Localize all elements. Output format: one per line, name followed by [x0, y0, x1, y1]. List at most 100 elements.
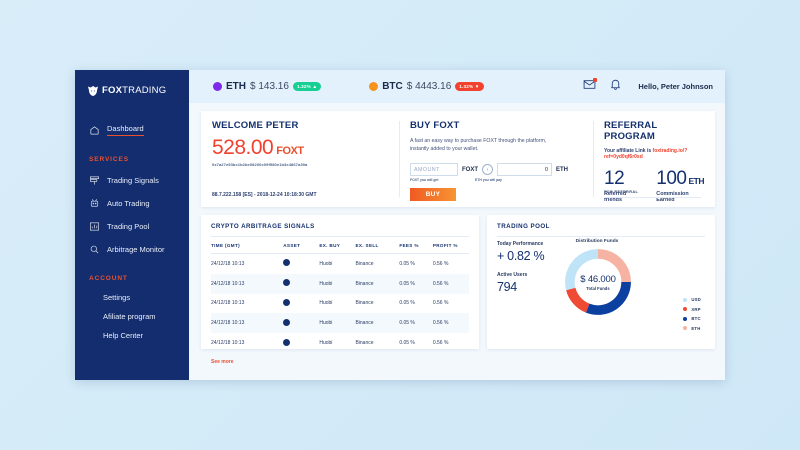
table-row[interactable]: 24/12/18 10:13 Huobi Binance 0.05 % 0.56 % [211, 333, 469, 353]
wallet-address[interactable]: 0x7a27e53bc1b2be08200c09f580e1b3e4867a39… [212, 162, 308, 167]
cell-asset [283, 274, 319, 294]
cell-ex-buy: Huobi [319, 280, 333, 287]
affiliate-link[interactable]: foxtrading.io/?ref=0yd0qf6r0sd [604, 148, 688, 160]
eth-coin-icon [213, 82, 222, 91]
col-ex-buy: EX. BUY [319, 237, 356, 254]
sidebar-section-services: SERVICES [89, 156, 129, 163]
crypto-arbitrage-signals-card: CRYPTO ARBITRAGE SIGNALS TIME (GMT) ASSE… [201, 215, 479, 365]
arrow-up-icon: ▲ [312, 84, 318, 89]
topbar-icons [583, 77, 622, 96]
sidebar-item-settings[interactable]: Settings [103, 293, 131, 302]
session-meta: 88.7.222.158 [ES] - 2018-12-24 10:18:30 … [212, 192, 317, 198]
sidebar-nav: Dashboard SERVICES Trading Signals Auto … [75, 118, 189, 345]
ticker-btc-symbol: BTC [382, 81, 403, 92]
home-icon [89, 125, 100, 136]
hint-eth-pay: ETH you will pay [475, 178, 502, 183]
col-ex-sell: EX. SELL [355, 237, 400, 254]
foxt-balance-unit: FOXT [276, 145, 304, 157]
cell-ex-buy: Huobi [319, 260, 333, 267]
buy-title: BUY FOXT [410, 120, 460, 131]
cell-time: 24/12/18 10:13 [211, 260, 245, 267]
cell-profit: 0.56 % [432, 320, 449, 327]
donut-svg [565, 249, 631, 315]
ticker-eth[interactable]: ETH $ 143.16 1.32% ▲ [213, 81, 322, 92]
lower-cards: CRYPTO ARBITRAGE SIGNALS TIME (GMT) ASSE… [201, 215, 715, 365]
user-greeting[interactable]: Hello, Peter Johnson [638, 82, 713, 91]
foxt-unit-label: FOXT [462, 166, 478, 173]
swap-arrow-icon[interactable]: › [482, 164, 493, 176]
welcome-title: WELCOME PETER [212, 120, 299, 131]
foxt-balance-value: 528.00 [212, 136, 274, 159]
donut-center: $ 46.000 Total Funds [561, 245, 635, 319]
chart-bars-icon [89, 221, 100, 232]
foxt-balance: 528.00 FOXT [212, 137, 388, 158]
sidebar-item-trading-pool[interactable]: Trading Pool [75, 215, 189, 238]
legend-dot-eth-icon [683, 326, 688, 330]
signals-title: CRYPTO ARBITRAGE SIGNALS [211, 223, 315, 230]
sidebar-item-auto-trading-label: Auto Trading [107, 199, 150, 208]
cell-time: 24/12/18 10:13 [211, 340, 245, 347]
sidebar-item-trading-signals[interactable]: Trading Signals [75, 169, 189, 192]
eth-unit-label: ETH [556, 166, 568, 173]
brand-name-fox: FOX [102, 84, 123, 96]
cell-fees: 0.05 % [399, 280, 415, 287]
cell-time: 24/12/18 10:13 [211, 320, 245, 327]
stat-referred-friends-value: 12 [604, 168, 625, 189]
sidebar-item-auto-trading[interactable]: Auto Trading [75, 192, 189, 215]
stat-commission-earned: 100 ETH Commission Earned [656, 169, 704, 203]
cell-profit: 0.56 % [432, 260, 449, 267]
welcome-panel: WELCOME PETER 528.00 FOXT 0x7a27e53bc1b2b… [201, 111, 399, 207]
coin-icon [283, 338, 291, 346]
ticker-btc[interactable]: BTC $ 4443.16 1.32% ▼ [369, 81, 484, 92]
summary-panels: WELCOME PETER 528.00 FOXT 0x7a27e53bc1b2b… [201, 111, 715, 207]
brand-logo[interactable]: FOXTRADING [75, 70, 189, 96]
main-area: ETH $ 143.16 1.32% ▲ BTC $ 4443.16 1.32%… [189, 70, 725, 380]
sidebar-item-arbitrage-monitor[interactable]: Arbitrage Monitor [75, 238, 189, 261]
sidebar-item-dashboard[interactable]: Dashboard [75, 118, 189, 142]
table-row[interactable]: 24/12/18 10:13 Huobi Binance 0.05 % 0.56 % [211, 273, 469, 294]
see-more-link[interactable]: See more [211, 358, 234, 365]
stat-referred-friends-label: Referred friends [604, 191, 627, 203]
sidebar-item-arbitrage-monitor-label: Arbitrage Monitor [107, 245, 165, 254]
donut-segment-usd [565, 249, 599, 291]
ticker-eth-symbol: ETH [226, 81, 246, 92]
mail-icon[interactable] [583, 77, 598, 96]
sidebar-item-afiliate-program[interactable]: Afiliate program [103, 312, 156, 321]
robot-icon [89, 198, 100, 209]
sidebar-item-help-center[interactable]: Help Center [103, 331, 144, 340]
bell-icon[interactable] [609, 78, 622, 96]
coin-icon [283, 298, 291, 306]
signals-table-head: TIME (GMT) ASSET EX. BUY EX. SELL FEES %… [211, 237, 469, 254]
cell-asset [283, 294, 319, 314]
table-row[interactable]: 24/12/18 10:13 Huobi Binance 0.05 % 0.56 % [211, 254, 469, 274]
col-time: TIME (GMT) [211, 237, 284, 254]
cell-fees: 0.05 % [399, 320, 415, 327]
amount-input[interactable]: AMOUNT [410, 163, 458, 177]
eth-amount-output: 0 [497, 163, 552, 177]
cell-time: 24/12/18 10:13 [211, 280, 245, 287]
table-row[interactable]: 24/12/18 10:13 Huobi Binance 0.05 % 0.56 % [211, 313, 469, 334]
pool-stats: Today Performance + 0.82 % Active Users … [497, 241, 545, 294]
col-asset: ASSET [283, 237, 320, 254]
stat-referred-friends: 12 Referred friends [604, 169, 628, 203]
buy-button[interactable]: BUY [410, 188, 456, 202]
legend-item-eth: ETH [683, 326, 701, 331]
buy-description: A fast an easy way to purchase FOXT thro… [410, 138, 547, 153]
buy-hints: FOXT you will get ETH you will pay [410, 178, 582, 182]
total-funds-label: Total Funds [586, 285, 610, 291]
active-users-label: Active Users [497, 272, 528, 278]
referral-panel: REFERRAL PROGRAM Your affiliate Link is … [593, 111, 715, 207]
cell-fees: 0.05 % [399, 260, 415, 267]
dashboard-window: FOXTRADING Dashboard SERVICES Trading Si… [75, 70, 725, 380]
ticker-btc-change-badge: 1.32% ▼ [455, 82, 484, 91]
fox-logo-icon [87, 84, 99, 96]
cell-profit: 0.56 % [432, 280, 449, 287]
signals-table-body: 24/12/18 10:13 Huobi Binance 0.05 % 0.56 % 24… [211, 254, 469, 353]
topbar: ETH $ 143.16 1.32% ▲ BTC $ 4443.16 1.32%… [189, 70, 725, 103]
legend-label-eth: ETH [691, 325, 701, 331]
coin-icon [283, 318, 291, 326]
table-row[interactable]: 24/12/18 10:13 Huobi Binance 0.05 % 0.56 % [211, 294, 469, 314]
cell-asset [283, 333, 319, 353]
top-referral-divider [604, 197, 701, 198]
legend-item-usd: USD [683, 297, 701, 302]
